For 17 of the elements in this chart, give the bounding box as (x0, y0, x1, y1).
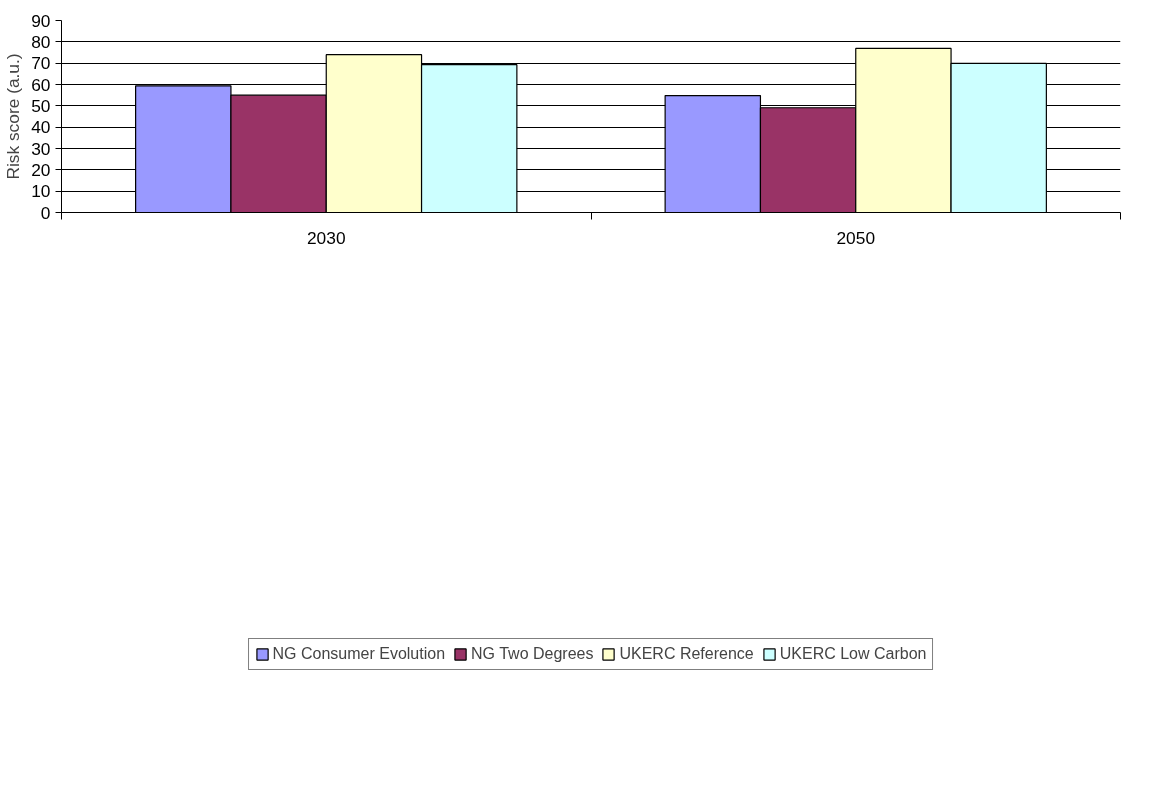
x-tick-label: 2030 (306, 227, 346, 248)
y-tick-label: 40 (31, 117, 51, 138)
legend-label: NG Two Degrees (471, 644, 594, 663)
y-tick-label: 10 (31, 181, 51, 202)
y-tick-label: 30 (31, 138, 51, 159)
legend-label: NG Consumer Evolution (272, 644, 446, 663)
x-tick-label: 2050 (836, 227, 876, 248)
y-tick-label: 90 (31, 10, 51, 31)
y-tick-label: 70 (31, 53, 51, 74)
y-tick-label: 50 (31, 95, 51, 116)
y-tick-label: 80 (31, 31, 51, 52)
legend-label: UKERC Low Carbon (779, 644, 927, 663)
y-tick-label: 60 (31, 74, 51, 95)
y-axis-title: Risk score (a.u.) (3, 53, 24, 180)
y-tick-label: 0 (40, 202, 51, 223)
y-tick-label: 20 (31, 159, 51, 180)
legend-label: UKERC Reference (619, 644, 754, 663)
